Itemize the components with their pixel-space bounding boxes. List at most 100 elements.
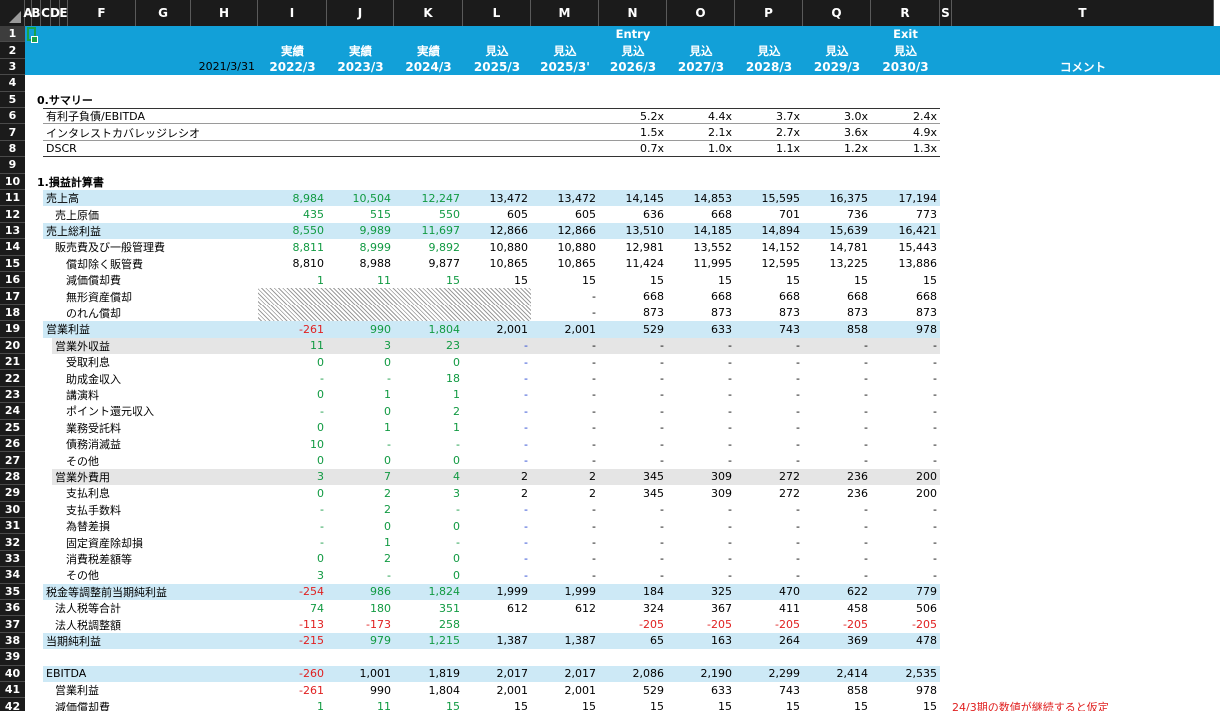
cell-p18[interactable]: 873 <box>779 306 800 320</box>
row-header-24[interactable]: 24 <box>0 403 25 420</box>
cell-m24[interactable]: - <box>592 404 596 418</box>
cell-i17[interactable] <box>258 288 327 304</box>
cell-m32[interactable]: - <box>592 536 596 550</box>
row-header-27[interactable]: 27 <box>0 452 25 469</box>
cell-m28[interactable]: 2 <box>589 470 596 484</box>
cell-l25[interactable]: - <box>524 421 528 435</box>
cell-p37[interactable]: -205 <box>775 618 800 632</box>
cell-n20[interactable]: - <box>660 339 664 353</box>
row-label[interactable]: 税金等調整前当期純利益 <box>46 585 167 599</box>
cell-r37[interactable]: -205 <box>912 618 937 632</box>
row-label[interactable]: 業務受託料 <box>66 421 121 435</box>
cell-l22[interactable]: - <box>524 372 528 386</box>
cell-k24[interactable]: 2 <box>453 404 460 418</box>
cell-l12[interactable]: 605 <box>507 208 528 222</box>
cell-i20[interactable]: 11 <box>310 339 324 353</box>
cell-m30[interactable]: - <box>592 503 596 517</box>
cell-r42[interactable]: 15 <box>923 700 937 711</box>
row-label[interactable]: 消費税差額等 <box>66 552 132 566</box>
cell-j28[interactable]: 7 <box>384 470 391 484</box>
cell-r17[interactable]: 668 <box>916 290 937 304</box>
cell-l7[interactable] <box>463 124 531 140</box>
cell-q38[interactable]: 369 <box>847 634 868 648</box>
row-label[interactable]: 法人税調整額 <box>55 618 121 632</box>
cell-p28[interactable]: 272 <box>779 470 800 484</box>
cell-k14[interactable]: 9,892 <box>428 240 461 254</box>
cell-n38[interactable]: 65 <box>650 634 664 648</box>
cell-n29[interactable]: 345 <box>643 486 664 500</box>
row-header-22[interactable]: 22 <box>0 370 25 387</box>
cell-i41[interactable]: -261 <box>299 683 324 697</box>
cell-m35[interactable]: 1,999 <box>564 585 597 599</box>
row-header-6[interactable]: 6 <box>0 108 25 125</box>
cell-k20[interactable]: 23 <box>446 339 460 353</box>
row-header-20[interactable]: 20 <box>0 337 25 354</box>
cell-n15[interactable]: 11,424 <box>625 257 665 271</box>
cell-k19[interactable]: 1,804 <box>428 322 461 336</box>
cell-q19[interactable]: 858 <box>847 322 868 336</box>
cell-l14[interactable]: 10,880 <box>489 240 529 254</box>
cell-p11[interactable]: 15,595 <box>761 191 801 205</box>
column-header-e[interactable]: E <box>59 0 68 26</box>
cell-k27[interactable]: 0 <box>453 454 460 468</box>
column-header-m[interactable]: M <box>531 0 599 26</box>
cell-j6[interactable] <box>327 108 394 124</box>
cell-l13[interactable]: 12,866 <box>489 224 529 238</box>
cell-m13[interactable]: 12,866 <box>557 224 597 238</box>
cell-r38[interactable]: 478 <box>916 634 937 648</box>
cell-p21[interactable]: - <box>796 355 800 369</box>
row-label[interactable]: 営業利益 <box>46 323 90 337</box>
cell-i24[interactable]: - <box>320 404 324 418</box>
cell-n24[interactable]: - <box>660 404 664 418</box>
row-label[interactable]: 助成金収入 <box>66 372 121 386</box>
cell-q13[interactable]: 15,639 <box>829 224 869 238</box>
cell-i37[interactable]: -113 <box>299 618 324 632</box>
row-header-9[interactable]: 9 <box>0 157 25 174</box>
cell-o18[interactable]: 873 <box>711 306 732 320</box>
cell-o11[interactable]: 14,853 <box>693 191 733 205</box>
row-header-26[interactable]: 26 <box>0 436 25 453</box>
cell-n21[interactable]: - <box>660 355 664 369</box>
cell-r13[interactable]: 16,421 <box>898 224 938 238</box>
cell-k25[interactable]: 1 <box>453 421 460 435</box>
cell-l24[interactable]: - <box>524 404 528 418</box>
cell-l36[interactable]: 612 <box>507 601 528 615</box>
row-header-38[interactable]: 38 <box>0 632 25 650</box>
cell-q32[interactable]: - <box>864 536 868 550</box>
row-header-5[interactable]: 5 <box>0 91 25 108</box>
row-label[interactable]: 無形資産償却 <box>66 290 132 304</box>
cell-o22[interactable]: - <box>728 372 732 386</box>
select-all-corner[interactable] <box>0 0 25 26</box>
cell-j27[interactable]: 0 <box>384 454 391 468</box>
cell-n22[interactable]: - <box>660 372 664 386</box>
cell-r27[interactable]: - <box>933 454 937 468</box>
cell-i21[interactable]: 0 <box>317 355 324 369</box>
cell-r23[interactable]: - <box>933 388 937 402</box>
row-header-21[interactable]: 21 <box>0 354 25 371</box>
row-label[interactable]: 営業利益 <box>55 684 99 698</box>
row-label[interactable]: 売上原価 <box>55 208 99 222</box>
cell-j32[interactable]: 1 <box>384 536 391 550</box>
cell-i7[interactable] <box>258 124 327 140</box>
cell-l30[interactable]: - <box>524 503 528 517</box>
cell-p40[interactable]: 2,299 <box>768 667 801 681</box>
row-header-23[interactable]: 23 <box>0 386 25 404</box>
cell-o16[interactable]: 15 <box>718 273 732 287</box>
cell-m36[interactable]: 612 <box>575 601 596 615</box>
cell-j14[interactable]: 8,999 <box>359 240 392 254</box>
row-header-40[interactable]: 40 <box>0 665 25 682</box>
cell-r11[interactable]: 17,194 <box>898 191 938 205</box>
cell-l6[interactable] <box>463 108 531 124</box>
row-label[interactable]: のれん償却 <box>66 306 121 320</box>
cell-m18[interactable]: - <box>592 306 596 320</box>
cell-o40[interactable]: 2,190 <box>700 667 733 681</box>
row-label[interactable]: 営業外収益 <box>55 339 110 353</box>
cell-o28[interactable]: 309 <box>711 470 732 484</box>
cell-l8[interactable] <box>463 141 531 157</box>
cell-n8[interactable]: 0.7x <box>639 142 664 156</box>
cell-j25[interactable]: 1 <box>384 421 391 435</box>
column-header-n[interactable]: N <box>599 0 667 26</box>
cell-n18[interactable]: 873 <box>643 306 664 320</box>
cell-l16[interactable]: 15 <box>514 273 528 287</box>
cell-k17[interactable] <box>394 288 463 304</box>
